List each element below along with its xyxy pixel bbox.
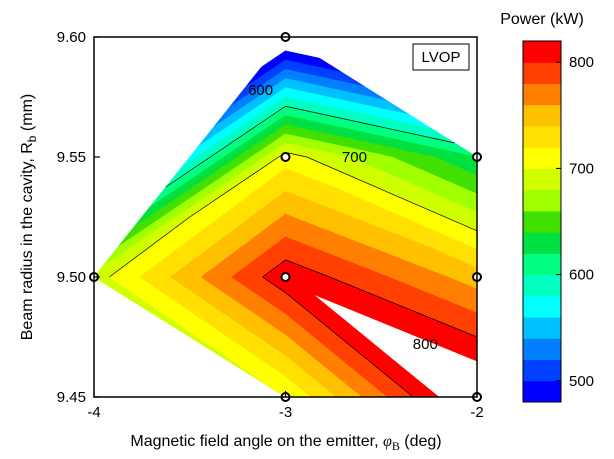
x-tick-label: -3 [279, 404, 292, 421]
colorbar-title: Power (kW) [500, 11, 584, 28]
contour-label: 700 [342, 149, 367, 166]
colorbar-band [523, 41, 561, 63]
colorbar-band [523, 380, 561, 403]
colorbar-frame [522, 40, 562, 403]
y-tick-label: 9.45 [57, 389, 86, 406]
colorbar-band [523, 125, 561, 148]
colorbar-band [523, 338, 561, 361]
colorbar-band [523, 147, 561, 169]
colorbar-band [523, 359, 561, 382]
colorbar-band [523, 295, 561, 318]
contour-line [262, 259, 286, 278]
colorbar-band [523, 104, 561, 127]
contour-line [285, 105, 455, 144]
contour-line [285, 152, 307, 158]
x-tick-label: -4 [87, 404, 100, 421]
contour-line [109, 216, 190, 278]
axis-ticks: -4 -3 -2 9.45 9.50 9.55 9.60 [57, 29, 484, 421]
contour-lines [109, 105, 478, 398]
data-point-marker [280, 272, 291, 282]
colorbar-tick-label: 700 [569, 160, 594, 177]
y-tick-label: 9.55 [57, 149, 86, 166]
colorbar-ticks: 500 600 700 800 [556, 54, 594, 390]
contour-label: 800 [413, 336, 438, 353]
colorbar-band [523, 317, 561, 339]
colorbar-tick-label: 600 [569, 267, 594, 284]
contour-line [165, 105, 286, 188]
y-tick-label: 9.60 [57, 29, 86, 46]
contour-line [329, 276, 478, 338]
data-point-marker [280, 152, 291, 162]
x-axis-label: Magnetic field angle on the emitter, φB … [130, 433, 441, 453]
colorbar-band [523, 210, 561, 233]
annotation-box: LVOP [412, 43, 470, 71]
colorbar-band [523, 83, 561, 106]
contour-line [262, 276, 286, 293]
colorbar-bands [523, 41, 561, 403]
contour-labels: 600 700 800 [248, 82, 438, 353]
colorbar-tick-label: 500 [569, 373, 594, 390]
colorbar-band [523, 274, 561, 297]
colorbar-tick-label: 800 [569, 54, 594, 71]
colorbar-band [523, 253, 561, 276]
contour-line [285, 259, 330, 278]
colorbar-band [523, 168, 561, 191]
colorbar-band [523, 232, 561, 254]
x-tick-label: -2 [470, 404, 483, 421]
contour-line [306, 156, 478, 232]
annotation-text: LVOP [422, 49, 461, 66]
contour-line [285, 292, 414, 398]
colorbar-band [523, 62, 561, 84]
colorbar-band [523, 189, 561, 212]
contour-label: 600 [248, 82, 273, 99]
contour-line [189, 152, 286, 218]
y-axis-label: Beam radius in the cavity, Rb (mm) [19, 94, 39, 340]
colorbar: Power (kW) 500 600 700 800 [500, 11, 594, 403]
y-tick-label: 9.50 [57, 269, 86, 286]
